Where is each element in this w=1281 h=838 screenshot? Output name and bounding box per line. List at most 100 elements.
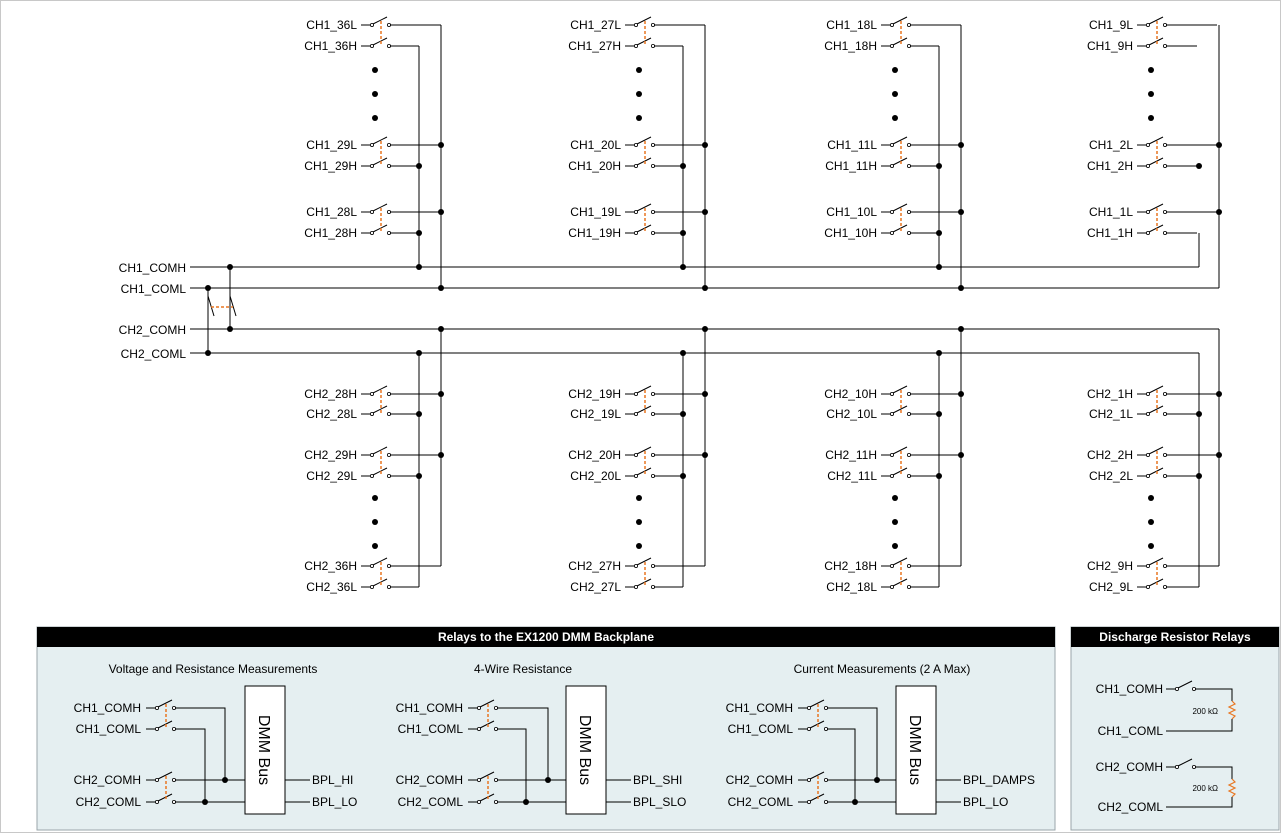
ellipsis-dot: [1148, 543, 1154, 549]
junction-dot: [416, 411, 422, 417]
junction-dot: [936, 264, 942, 270]
label-ch1-2h: CH1_2H: [1087, 159, 1133, 173]
discharge-ch2-comh: CH2_COMH: [1096, 760, 1163, 774]
label-ch2-11h: CH2_11H: [825, 448, 877, 462]
wiring-layer: [190, 16, 1222, 590]
relay-contact: [369, 564, 374, 569]
relay-contact: [807, 706, 812, 711]
relay-contact: [890, 22, 895, 27]
relay-blade: [1148, 16, 1164, 25]
relay-blade: [892, 557, 908, 566]
vr-out-hi: BPL_HI: [312, 773, 353, 787]
vr-in-ch2-comh: CH2_COMH: [74, 773, 141, 787]
junction-dot: [1196, 163, 1202, 169]
relay-contact: [890, 209, 895, 214]
relay-blade: [892, 405, 908, 414]
discharge-wire: [1202, 766, 1233, 779]
cm-in-ch2-comh: CH2_COMH: [726, 773, 793, 787]
ellipsis-dot: [892, 67, 898, 73]
relay-contact: [807, 800, 812, 805]
vr-in-ch1-coml: CH1_COML: [76, 722, 142, 736]
relay-contact: [369, 142, 374, 147]
label-ch1-28h: CH1_28H: [304, 226, 357, 240]
relay-blade: [1148, 467, 1164, 476]
label-ch2-1h: CH2_1H: [1087, 387, 1133, 401]
resistor-symbol: [1227, 700, 1237, 720]
junction-dot: [936, 350, 942, 356]
junction-dot: [438, 142, 444, 148]
dmm-bus-label: DMM Bus: [255, 715, 272, 785]
relay-contact: [369, 230, 374, 235]
relay-blade: [1177, 758, 1193, 767]
junction-dot: [222, 777, 228, 783]
discharge-panel-title: Discharge Resistor Relays: [1099, 630, 1251, 644]
relay-contact: [1146, 22, 1151, 27]
relay-contact: [1146, 564, 1151, 569]
ellipsis-dot: [1148, 519, 1154, 525]
junction-dot: [1216, 142, 1222, 148]
backplane-panel-header: [37, 627, 1055, 647]
relay-blade: [157, 771, 173, 780]
relay-contact: [1146, 230, 1151, 235]
junction-dot: [416, 230, 422, 236]
dmm-link: [834, 707, 878, 780]
relay-blade: [892, 16, 908, 25]
fw-out-shi: BPL_SHI: [633, 773, 682, 787]
cm-out-lo: BPL_LO: [963, 795, 1008, 809]
section-heading-current: Current Measurements (2 A Max): [794, 662, 971, 676]
relay-blade: [1148, 557, 1164, 566]
relay-blade: [479, 793, 495, 802]
label-ch1-11l: CH1_11L: [827, 138, 877, 152]
label-ch1-20l: CH1_20L: [570, 138, 621, 152]
relay-blade: [809, 771, 825, 780]
relay-contact: [890, 142, 895, 147]
junction-dot: [523, 799, 529, 805]
junction-dot: [438, 452, 444, 458]
label-ch1-27l: CH1_27L: [570, 18, 621, 32]
relay-blade: [157, 720, 173, 729]
junction-dot: [958, 326, 964, 332]
junction-dot: [680, 350, 686, 356]
vr-out-lo: BPL_LO: [312, 795, 357, 809]
discharge-resistor-1-value: 200 kΩ: [1192, 707, 1218, 716]
label-ch2-1l: CH2_1L: [1089, 407, 1133, 421]
relay-contact: [890, 230, 895, 235]
relay-blade: [479, 699, 495, 708]
junction-dot: [958, 391, 964, 397]
relay-blade: [372, 16, 388, 25]
junction-dot: [936, 411, 942, 417]
vr-in-ch1-comh: CH1_COMH: [74, 701, 141, 715]
relay-blade: [809, 720, 825, 729]
relay-blade: [372, 136, 388, 145]
relay-blade: [1148, 405, 1164, 414]
relay-blade: [372, 405, 388, 414]
dmm-link: [834, 728, 856, 802]
label-ch2-27l: CH2_27L: [570, 580, 621, 594]
relay-contact: [634, 209, 639, 214]
ellipsis-dot: [636, 519, 642, 525]
relay-blade: [1148, 578, 1164, 587]
discharge-wire: [1166, 797, 1233, 808]
label-ch2-11l: CH2_11L: [827, 469, 877, 483]
relay-contact: [890, 44, 895, 49]
relay-contact: [476, 727, 481, 732]
relay-contact: [634, 44, 639, 49]
label-ch2-28h: CH2_28H: [304, 387, 357, 401]
label-ch1-29l: CH1_29L: [306, 138, 357, 152]
relay-blade: [1148, 136, 1164, 145]
label-ch1-36l: CH1_36L: [306, 18, 357, 32]
relay-blade: [372, 203, 388, 212]
relay-contact: [634, 391, 639, 396]
relay-contact: [634, 142, 639, 147]
relay-contact: [634, 163, 639, 168]
label-ch1-19h: CH1_19H: [568, 226, 621, 240]
upper-relay-labels: CH1_36L CH1_36H CH1_29L CH1_29H CH1_28L …: [304, 18, 1133, 240]
junction-dot: [205, 350, 211, 356]
relay-blade: [372, 157, 388, 166]
relay-contact: [1146, 391, 1151, 396]
relay-contact: [1175, 687, 1180, 692]
junction-dot: [936, 473, 942, 479]
relay-blade: [372, 224, 388, 233]
fw-in-ch2-comh: CH2_COMH: [396, 773, 463, 787]
relay-contact: [476, 800, 481, 805]
